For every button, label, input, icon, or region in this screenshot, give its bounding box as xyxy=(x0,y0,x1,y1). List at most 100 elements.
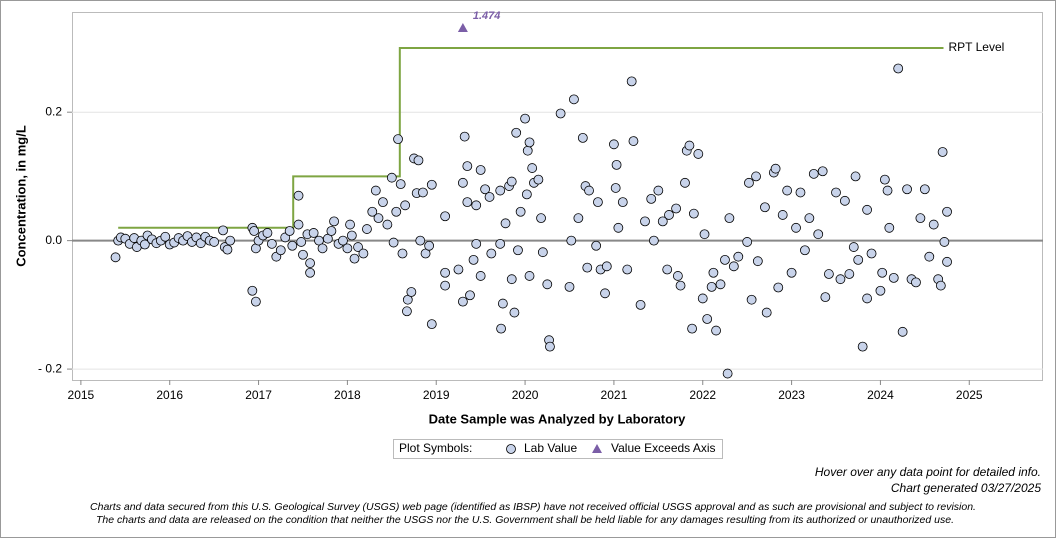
data-point xyxy=(249,226,260,236)
rpt-level-label: RPT Level xyxy=(949,40,1005,54)
data-point xyxy=(622,264,633,275)
data-point xyxy=(440,211,451,222)
x-tick-label: 2025 xyxy=(956,388,983,402)
x-tick-label: 2020 xyxy=(512,388,539,402)
data-point xyxy=(500,218,511,229)
data-point xyxy=(266,238,277,249)
data-point xyxy=(462,197,473,208)
data-point xyxy=(893,63,904,74)
data-point xyxy=(724,213,735,224)
disclaimer: The charts and data are released on the … xyxy=(96,514,954,526)
data-point xyxy=(684,140,695,151)
data-point xyxy=(524,137,535,148)
data-point xyxy=(486,248,497,259)
data-point xyxy=(139,239,150,250)
data-point xyxy=(804,213,815,224)
data-point xyxy=(506,274,517,285)
data-point xyxy=(342,243,353,254)
data-point xyxy=(884,222,895,233)
data-point xyxy=(475,271,486,281)
x-tick-label: 2022 xyxy=(689,388,716,402)
data-point xyxy=(902,184,912,195)
data-point xyxy=(395,179,406,190)
data-point xyxy=(506,176,517,187)
data-point xyxy=(418,187,428,198)
data-point xyxy=(457,296,468,307)
data-point xyxy=(733,251,744,262)
data-point xyxy=(440,280,451,291)
data-point xyxy=(250,296,261,307)
legend-label: Lab Value xyxy=(524,441,577,455)
data-point xyxy=(777,210,788,220)
data-point xyxy=(468,255,479,265)
data-point xyxy=(715,279,726,290)
data-point xyxy=(760,202,770,213)
legend-marker xyxy=(506,444,516,454)
data-point xyxy=(536,213,546,224)
data-point xyxy=(402,306,412,317)
data-point xyxy=(928,219,939,230)
generated-note: Chart generated 03/27/2025 xyxy=(891,481,1041,495)
data-point xyxy=(626,76,637,87)
data-point xyxy=(329,216,339,227)
data-point xyxy=(942,256,952,267)
data-point xyxy=(317,243,328,254)
data-point xyxy=(720,255,730,265)
data-point xyxy=(911,277,921,288)
data-point xyxy=(648,235,659,246)
data-point xyxy=(919,184,930,195)
data-point xyxy=(850,171,861,182)
data-point xyxy=(293,219,304,230)
data-point xyxy=(746,294,757,305)
exceed-label: 1.474 xyxy=(473,10,501,22)
data-point xyxy=(875,285,886,296)
data-point xyxy=(862,293,873,304)
data-point xyxy=(744,177,754,188)
data-point xyxy=(293,190,304,201)
data-point xyxy=(702,314,713,324)
x-tick-label: 2015 xyxy=(68,388,95,402)
data-point xyxy=(773,282,784,293)
data-point xyxy=(569,94,579,105)
data-point xyxy=(426,319,437,330)
data-point xyxy=(879,174,890,185)
data-point xyxy=(693,149,704,159)
data-point xyxy=(808,168,819,179)
x-tick-label: 2023 xyxy=(778,388,805,402)
data-point xyxy=(782,185,793,196)
plot-area xyxy=(72,12,1043,381)
data-point xyxy=(584,185,594,196)
data-point xyxy=(522,145,533,156)
data-point xyxy=(699,229,710,240)
data-point xyxy=(671,203,681,214)
data-point xyxy=(888,272,899,283)
data-point xyxy=(415,235,426,246)
data-point xyxy=(413,155,424,166)
data-point xyxy=(298,249,308,260)
data-point xyxy=(338,235,348,246)
data-point xyxy=(511,127,522,138)
data-point xyxy=(527,163,538,173)
data-point xyxy=(646,193,657,204)
data-point xyxy=(882,185,893,196)
data-point xyxy=(275,245,286,256)
data-point xyxy=(942,206,952,217)
data-point xyxy=(462,161,473,172)
data-point xyxy=(370,185,381,196)
data-point xyxy=(296,237,307,247)
data-point xyxy=(566,235,577,246)
data-point xyxy=(440,267,451,278)
data-point xyxy=(480,184,490,195)
data-point xyxy=(613,222,624,233)
data-point xyxy=(475,165,486,175)
data-point xyxy=(839,195,850,206)
data-point xyxy=(457,177,468,188)
rpt-level-line xyxy=(118,46,944,229)
data-point xyxy=(346,230,357,241)
data-point xyxy=(786,267,797,278)
data-point xyxy=(521,189,532,200)
y-axis-label: Concentration, in mg/L xyxy=(13,125,28,267)
data-point xyxy=(617,197,628,208)
data-point xyxy=(795,187,806,198)
data-point xyxy=(471,238,482,249)
